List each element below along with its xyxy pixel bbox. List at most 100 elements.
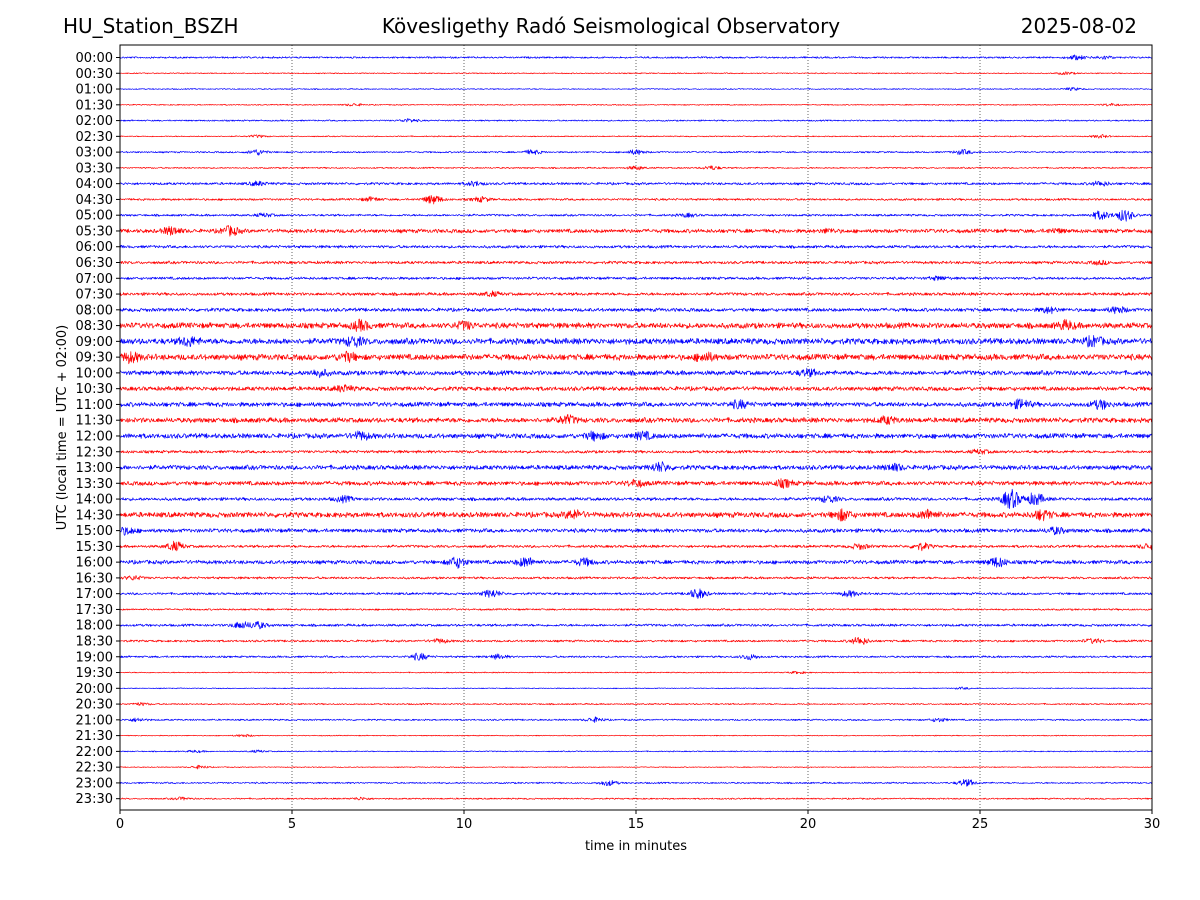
trace-1500 — [119, 526, 1153, 536]
trace-1930 — [119, 670, 1153, 675]
y-tick-label: 02:00 — [76, 114, 113, 129]
trace-0530 — [119, 225, 1153, 237]
y-tick-label: 05:30 — [76, 224, 113, 239]
x-tick-label: 20 — [800, 817, 817, 832]
y-tick-label: 04:00 — [76, 177, 113, 192]
y-tick-label: 15:30 — [76, 540, 113, 555]
trace-2330 — [119, 796, 1153, 801]
y-tick-label: 09:00 — [76, 335, 113, 350]
trace-1130 — [119, 414, 1153, 425]
y-tick-label: 22:30 — [76, 761, 113, 776]
y-tick-label: 17:00 — [76, 587, 113, 602]
y-tick-label: 21:00 — [76, 713, 113, 728]
y-axis: 00:0000:3001:0001:3002:0002:3003:0003:30… — [76, 51, 120, 807]
trace-1230 — [119, 448, 1153, 455]
trace-0000 — [119, 54, 1153, 61]
trace-1400 — [119, 488, 1153, 509]
y-tick-label: 05:00 — [76, 209, 113, 224]
y-tick-label: 13:30 — [76, 477, 113, 492]
trace-0330 — [119, 165, 1153, 171]
trace-1200 — [119, 430, 1153, 442]
trace-0300 — [119, 148, 1153, 156]
trace-0100 — [119, 86, 1153, 91]
y-tick-label: 18:00 — [76, 619, 113, 634]
trace-0430 — [119, 195, 1153, 205]
trace-2130 — [119, 733, 1153, 738]
trace-2200 — [119, 749, 1153, 754]
trace-0900 — [119, 335, 1153, 348]
y-tick-label: 21:30 — [76, 729, 113, 744]
trace-0200 — [119, 118, 1153, 123]
y-tick-label: 20:30 — [76, 698, 113, 713]
trace-0800 — [119, 306, 1153, 315]
trace-1430 — [119, 508, 1153, 522]
trace-1900 — [119, 652, 1153, 661]
y-tick-label: 09:30 — [76, 351, 113, 366]
grid-lines — [291, 45, 981, 810]
trace-0400 — [119, 180, 1153, 187]
y-tick-label: 10:30 — [76, 382, 113, 397]
y-tick-label: 04:30 — [76, 193, 113, 208]
trace-0230 — [119, 134, 1153, 139]
y-tick-label: 22:00 — [76, 745, 113, 760]
trace-2230 — [119, 764, 1153, 770]
trace-2030 — [119, 702, 1153, 707]
traces-group — [119, 54, 1153, 801]
y-tick-label: 19:00 — [76, 650, 113, 665]
y-tick-label: 15:00 — [76, 524, 113, 539]
trace-0730 — [119, 290, 1153, 297]
trace-1600 — [119, 556, 1153, 569]
y-tick-label: 03:00 — [76, 146, 113, 161]
trace-2100 — [119, 716, 1153, 723]
trace-0600 — [119, 244, 1153, 249]
y-tick-label: 02:30 — [76, 130, 113, 145]
trace-1000 — [119, 367, 1153, 379]
y-tick-label: 14:00 — [76, 493, 113, 508]
y-tick-label: 23:30 — [76, 792, 113, 807]
y-tick-label: 07:00 — [76, 272, 113, 287]
trace-1100 — [119, 398, 1153, 410]
y-tick-label: 12:30 — [76, 445, 113, 460]
x-tick-label: 15 — [628, 817, 645, 832]
y-tick-label: 23:00 — [76, 776, 113, 791]
y-tick-label: 11:00 — [76, 398, 113, 413]
trace-0630 — [119, 259, 1153, 266]
x-tick-label: 5 — [288, 817, 296, 832]
y-tick-label: 06:30 — [76, 256, 113, 271]
y-axis-label: UTC (local time = UTC + 02:00) — [55, 325, 70, 530]
trace-1330 — [119, 478, 1153, 489]
trace-2300 — [119, 779, 1153, 787]
trace-0030 — [119, 71, 1153, 76]
trace-0700 — [119, 275, 1153, 282]
y-tick-label: 19:30 — [76, 666, 113, 681]
trace-0500 — [119, 209, 1153, 222]
trace-1730 — [119, 608, 1153, 611]
y-tick-label: 11:30 — [76, 414, 113, 429]
date-label: 2025-08-02 — [1020, 14, 1137, 38]
x-tick-label: 0 — [116, 817, 124, 832]
trace-1800 — [119, 621, 1153, 630]
trace-2000 — [119, 686, 1153, 690]
x-tick-label: 25 — [972, 817, 989, 832]
trace-0830 — [119, 318, 1153, 332]
x-tick-label: 30 — [1144, 817, 1161, 832]
trace-1530 — [119, 540, 1153, 552]
y-tick-label: 16:30 — [76, 571, 113, 586]
x-axis: 0 5 10 15 20 25 30 — [116, 810, 1160, 832]
station-label: HU_Station_BSZH — [63, 14, 239, 38]
y-tick-label: 16:00 — [76, 556, 113, 571]
y-tick-label: 07:30 — [76, 288, 113, 303]
y-tick-label: 08:00 — [76, 303, 113, 318]
trace-1830 — [119, 636, 1153, 645]
x-axis-label: time in minutes — [585, 839, 687, 854]
y-tick-label: 20:00 — [76, 682, 113, 697]
trace-1300 — [119, 461, 1153, 472]
y-tick-label: 10:00 — [76, 366, 113, 381]
y-tick-label: 12:00 — [76, 429, 113, 444]
trace-1030 — [119, 384, 1153, 393]
trace-1630 — [119, 575, 1153, 581]
trace-0930 — [119, 350, 1153, 365]
y-tick-label: 18:30 — [76, 634, 113, 649]
y-tick-label: 00:30 — [76, 67, 113, 82]
y-tick-label: 01:30 — [76, 98, 113, 113]
